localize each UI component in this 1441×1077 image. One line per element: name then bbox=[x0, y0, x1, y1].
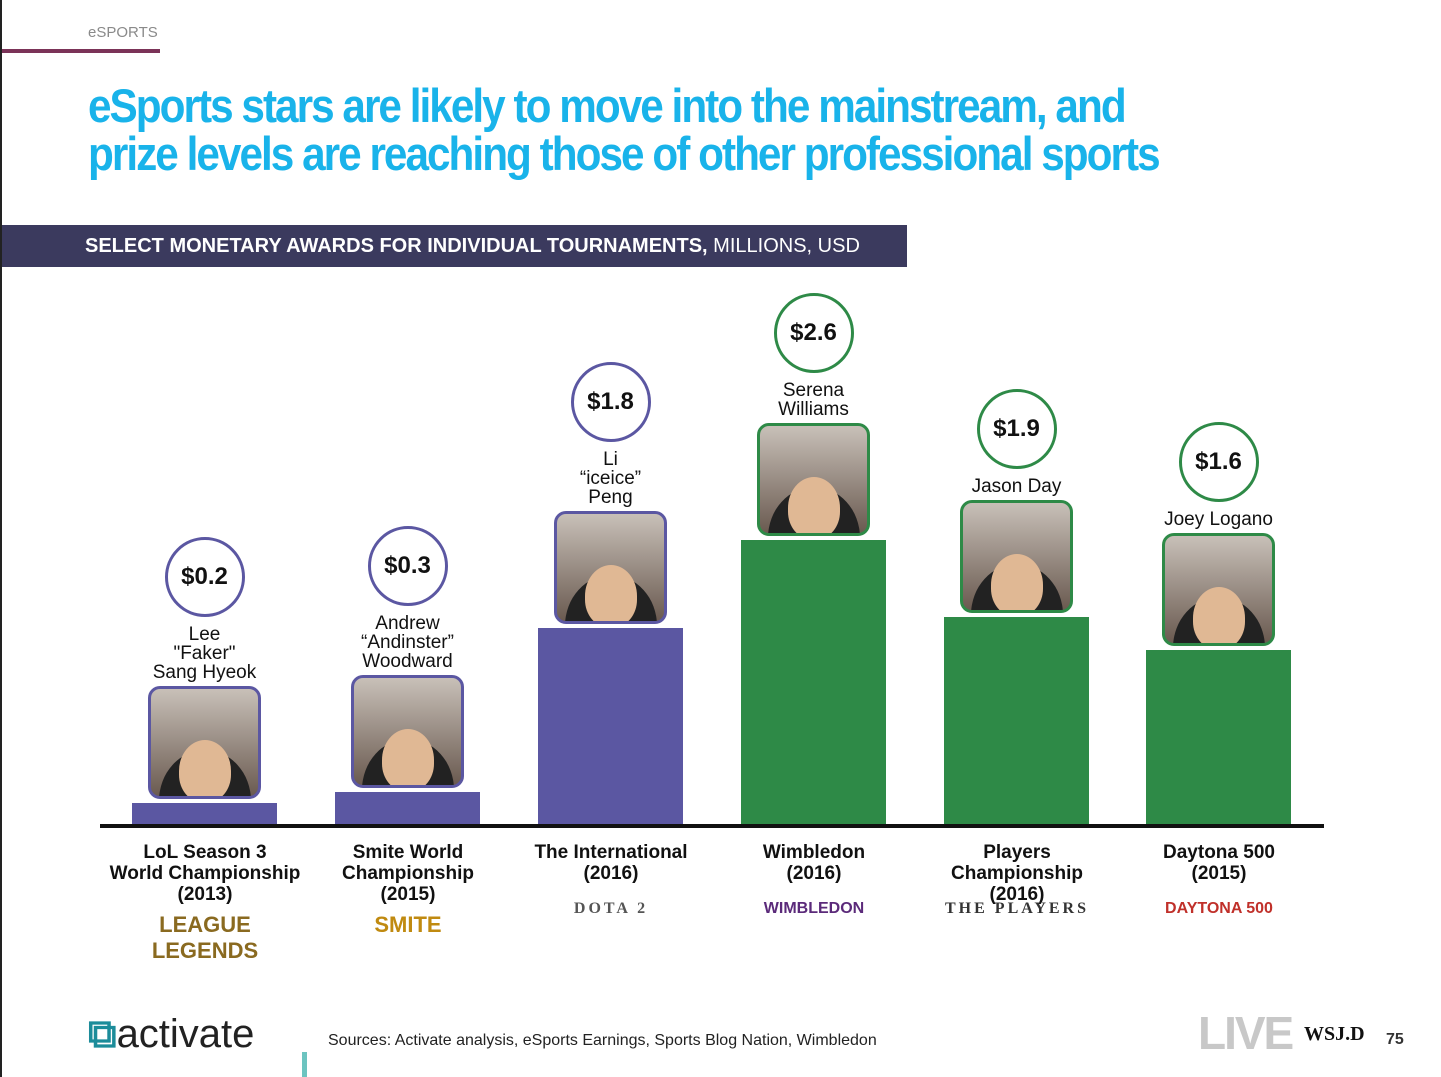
player-photo bbox=[757, 423, 870, 537]
bar bbox=[538, 627, 683, 825]
live-logo: LIVE bbox=[1198, 1007, 1294, 1059]
tournament-logo: LEAGUE LEGENDS bbox=[151, 912, 259, 963]
player-name: Andrew “Andinster” Woodward bbox=[361, 613, 454, 673]
category-label: LoL Season 3 World Championship (2013) bbox=[109, 842, 301, 905]
tournament-logo: THE PLAYERS bbox=[945, 900, 1089, 917]
wsjd-logo: WSJ.D bbox=[1304, 1023, 1365, 1045]
player-photo bbox=[554, 510, 667, 624]
bar bbox=[1146, 649, 1291, 825]
bar-group: $0.3 Andrew “Andinster” Woodward bbox=[335, 526, 480, 825]
bar-group: $1.8 Li “iceice” Peng bbox=[538, 361, 683, 825]
bar-group: $2.6 Serena Williams bbox=[741, 293, 886, 825]
value-label: $0.2 bbox=[164, 537, 245, 618]
category-label: Wimbledon (2016) bbox=[762, 842, 866, 884]
tournament-logo: DOTA 2 bbox=[573, 900, 649, 917]
footer-accent bbox=[302, 1052, 307, 1077]
chart-subtitle-band: SELECT MONETARY AWARDS FOR INDIVIDUAL TO… bbox=[2, 225, 907, 267]
value-label: $2.6 bbox=[773, 293, 854, 374]
bar bbox=[335, 792, 480, 825]
section-underline bbox=[2, 49, 160, 53]
category-label: Players Championship (2016) bbox=[951, 842, 1083, 905]
category-label: Smite World Championship (2015) bbox=[342, 842, 474, 905]
sources-note: Sources: Activate analysis, eSports Earn… bbox=[328, 1032, 877, 1049]
category-label: The International (2016) bbox=[534, 842, 688, 884]
page-title: eSports stars are likely to move into th… bbox=[88, 79, 1161, 180]
player-photo bbox=[148, 686, 261, 800]
bar-group: $1.6 Joey Logano bbox=[1146, 421, 1291, 825]
x-axis-line bbox=[100, 824, 1324, 828]
bar-group: $1.9 Jason Day bbox=[944, 388, 1089, 825]
section-label: eSPORTS bbox=[88, 24, 158, 41]
page-number: 75 bbox=[1386, 1031, 1404, 1048]
chart-units: MILLIONS, USD bbox=[707, 235, 860, 257]
bar bbox=[741, 540, 886, 825]
tournament-logo: WIMBLEDON bbox=[763, 900, 865, 917]
value-label: $1.8 bbox=[570, 361, 651, 442]
player-photo bbox=[351, 675, 464, 789]
player-name: Joey Logano bbox=[1164, 508, 1273, 530]
value-label: $1.9 bbox=[976, 388, 1057, 469]
player-name: Serena Williams bbox=[778, 380, 849, 421]
player-photo bbox=[960, 499, 1073, 613]
bar bbox=[132, 803, 277, 825]
player-name: Li “iceice” Peng bbox=[579, 448, 642, 508]
value-label: $0.3 bbox=[367, 526, 448, 607]
tournament-logo: SMITE bbox=[374, 912, 442, 937]
tournament-logo: DAYTONA 500 bbox=[1165, 900, 1273, 917]
value-label: $1.6 bbox=[1178, 421, 1259, 502]
activate-logo: ⧉activate bbox=[88, 1012, 255, 1056]
chart-subtitle: SELECT MONETARY AWARDS FOR INDIVIDUAL TO… bbox=[85, 235, 708, 257]
player-name: Jason Day bbox=[971, 475, 1062, 497]
bar bbox=[944, 616, 1089, 825]
bar-group: $0.2 Lee "Faker" Sang Hyeok bbox=[132, 537, 277, 825]
player-photo bbox=[1162, 532, 1275, 646]
category-label: Daytona 500 (2015) bbox=[1163, 842, 1275, 884]
player-name: Lee "Faker" Sang Hyeok bbox=[152, 624, 257, 684]
